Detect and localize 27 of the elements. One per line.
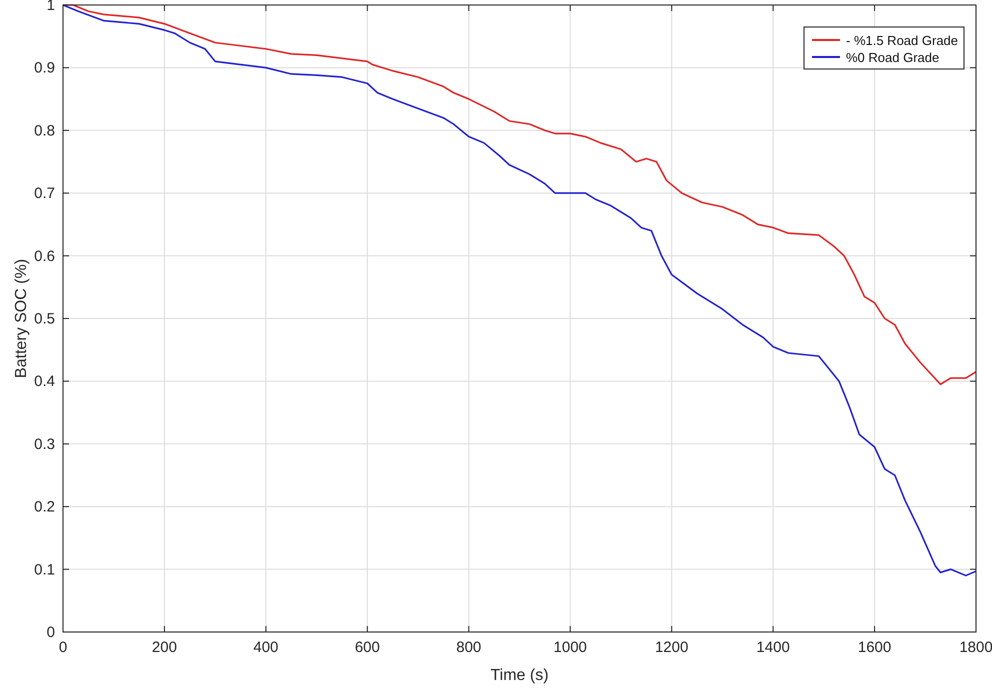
x-tick-label: 1000 [554, 639, 587, 656]
y-tick-label: 0.9 [34, 60, 55, 77]
x-tick-label: 400 [253, 639, 278, 656]
y-tick-label: 0.1 [34, 561, 55, 578]
y-tick-label: 0.7 [34, 185, 55, 202]
line-series [62, 4, 977, 576]
y-tick-label: 0.5 [34, 310, 55, 328]
x-tick-label: 1800 [959, 639, 992, 656]
y-tick-label: 0.8 [34, 122, 55, 140]
y-axis-title: Battery SOC (%) [13, 258, 30, 378]
y-tick-label: 0.3 [34, 436, 55, 453]
y-tick-label: 0.2 [34, 498, 55, 516]
y-tick-label: 0.4 [34, 373, 55, 390]
legend-label: %0 Road Grade [846, 50, 940, 65]
line-series [62, 4, 977, 386]
y-tick-label: 0 [46, 624, 55, 641]
x-tick-label: 600 [354, 639, 380, 656]
x-tick-label: 1200 [654, 639, 688, 656]
x-tick-label: 800 [456, 639, 482, 656]
x-tick-label: 200 [152, 639, 177, 656]
x-tick-label: 1600 [858, 639, 892, 656]
y-tick-label: 0.6 [34, 248, 55, 265]
y-tick-label: 1 [46, 0, 55, 14]
x-axis-title: Time (s) [490, 667, 549, 684]
x-tick-label: 0 [58, 639, 68, 656]
legend-label: - %1.5 Road Grade [846, 33, 958, 48]
x-tick-label: 1400 [756, 639, 790, 656]
